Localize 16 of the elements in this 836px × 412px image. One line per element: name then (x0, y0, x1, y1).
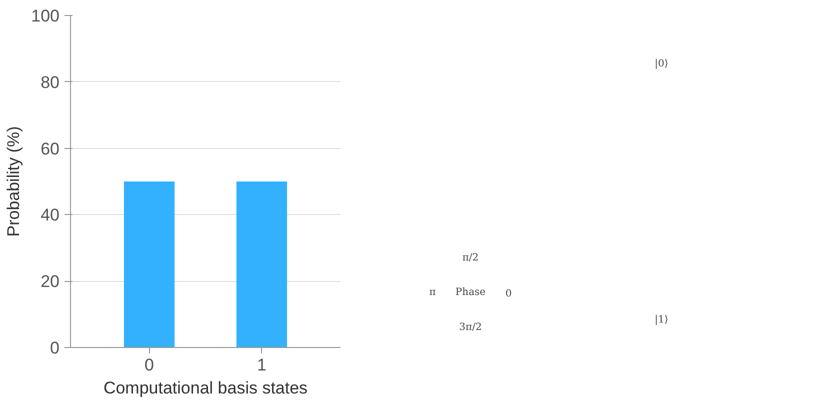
text: Phase (455, 287, 486, 298)
y-tick-label: 0 (50, 338, 60, 358)
y-tick-label: 40 (40, 206, 60, 225)
y-tick-label: 100 (31, 6, 60, 26)
y-axis-title: Probability (%) (4, 126, 24, 237)
y-tick-label: 20 (40, 272, 60, 292)
text: π/2 (462, 252, 479, 264)
text: |1⟩ (654, 314, 668, 326)
text: |0⟩ (654, 58, 668, 70)
text: π (429, 287, 436, 298)
y-tick-label: 60 (40, 139, 60, 158)
y-tick-label: 80 (40, 72, 60, 92)
x-tick-label: 1 (257, 356, 266, 374)
x-axis-title: Computational basis states (103, 378, 308, 398)
text: 3π/2 (459, 322, 482, 333)
text: 0 (505, 288, 512, 300)
